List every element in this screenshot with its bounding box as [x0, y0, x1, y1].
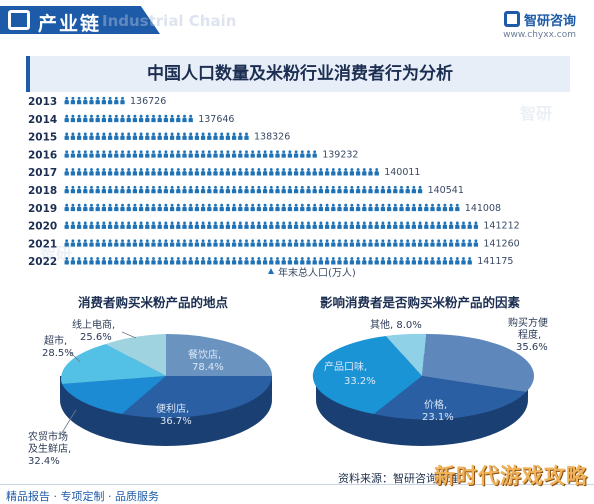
population-bar: [64, 203, 460, 212]
year-label: 2014: [28, 114, 57, 126]
year-label: 2015: [28, 132, 57, 144]
population-value: 136726: [130, 96, 166, 107]
watermark-text: 新时代游戏攻略: [434, 464, 588, 488]
pie1-value-chaoshi: 28.5%: [42, 348, 74, 359]
pie2-label-qita: 其他, 8.0%: [370, 318, 422, 331]
pie2-value-jiage: 23.1%: [422, 412, 454, 423]
pie2-value-goumai: 35.6%: [516, 342, 548, 353]
population-bar: [64, 239, 479, 247]
year-label: 2018: [28, 185, 57, 197]
brand-url: www.chyxx.com: [503, 30, 576, 40]
bg-watermark-icon: 智研: [520, 104, 553, 123]
pie2-slice-jiage: [374, 376, 526, 420]
pie2-title: 影响消费者是否购买米粉产品的因素: [320, 295, 521, 310]
title-bar: 中国人口数量及米粉行业消费者行为分析: [26, 56, 570, 92]
year-label: 2021: [28, 238, 57, 250]
year-label: 2013: [28, 96, 57, 108]
brand-logo-icon: [8, 10, 30, 30]
header: 产业链 Industrial Chain 智研咨询 www.chyxx.com: [0, 0, 594, 42]
year-label: 2020: [28, 221, 57, 233]
pie1-label-canyin: 餐饮店,: [188, 348, 221, 361]
population-value: 140541: [428, 185, 464, 196]
chart-legend: 年末总人口(万人): [268, 266, 356, 279]
legend-marker-icon: [268, 268, 274, 274]
pie2-chart: 产品口味, 33.2% 价格, 23.1% 其他, 8.0% 购买方便 程度, …: [312, 316, 548, 446]
population-value: 139232: [322, 149, 358, 160]
ghost-title: Industrial Chain: [102, 12, 237, 30]
population-value: 140011: [384, 167, 420, 178]
pie1-slice-canyin: [166, 334, 272, 376]
pie1-value-bianli: 36.7%: [160, 416, 192, 427]
pie2-label-kouwei: 产品口味,: [324, 360, 367, 373]
source-note: 资料来源：智研咨询整理: [338, 472, 459, 485]
page-title: 中国人口数量及米粉行业消费者行为分析: [147, 64, 453, 84]
pie1-chart: 餐饮店, 78.4% 便利店, 36.7% 线上电商, 25.6% 超市, 28…: [28, 318, 272, 467]
pie1-label-bianli: 便利店,: [156, 402, 189, 415]
pie1-title: 消费者购买米粉产品的地点: [78, 295, 229, 310]
pie2-value-kouwei: 33.2%: [344, 376, 376, 387]
pie2-label-goumai-2: 程度,: [518, 328, 541, 341]
population-value: 141008: [465, 203, 501, 214]
population-bar: [64, 185, 423, 194]
population-bar: [64, 257, 472, 265]
pie2-label-goumai-1: 购买方便: [508, 316, 548, 329]
legend-label: 年末总人口(万人): [278, 266, 356, 279]
year-label: 2019: [28, 203, 57, 215]
bg-watermark-icon: 智研: [40, 244, 73, 263]
population-value: 137646: [198, 114, 234, 125]
population-bar: [64, 96, 125, 105]
year-label: 2016: [28, 149, 57, 161]
pie1-label-nongmao-1: 农贸市场: [28, 430, 68, 443]
footer-divider: [0, 484, 594, 485]
footer-slogan: 精品报告 · 专项定制 · 品质服务: [6, 490, 159, 503]
pie2-slice-kouwei: [312, 336, 422, 414]
pie1-label-xianshang: 线上电商,: [72, 318, 115, 331]
pie1-value-canyin: 78.4%: [192, 362, 224, 373]
population-bar: [64, 168, 379, 176]
pie1-label-nongmao-2: 及生鲜店,: [28, 442, 71, 455]
pie1-slice-bianli: [122, 376, 272, 418]
population-value: 141260: [483, 238, 519, 249]
brand-name: 智研咨询: [523, 13, 576, 29]
pie1-value-xianshang: 25.6%: [80, 332, 112, 343]
pie1-label-chaoshi: 超市,: [44, 334, 67, 347]
pie1-slice-xianshang: [106, 334, 166, 376]
section-title: 产业链: [38, 13, 102, 35]
brand-mark-icon: [503, 11, 520, 27]
pie1-slice-nongmao: [62, 376, 166, 414]
population-value: 141212: [483, 221, 519, 232]
pie2-slice-qita: [386, 333, 426, 376]
year-label: 2017: [28, 167, 57, 179]
population-bar: [64, 132, 249, 140]
pie2-slice-goumai: [422, 333, 535, 392]
population-chart: 2013 136726 2014 137646 2015 138326 2016 139232…: [28, 96, 520, 279]
population-bar: [64, 150, 317, 158]
pie1-slice-chaoshi: [61, 344, 166, 384]
year-label: 2022: [28, 256, 57, 268]
brand: 智研咨询: [503, 8, 576, 30]
population-bar: [64, 114, 193, 123]
pie1-value-nongmao: 32.4%: [28, 456, 60, 467]
population-bar: [64, 221, 479, 229]
population-value: 141175: [477, 256, 513, 267]
population-value: 138326: [254, 132, 290, 143]
pie2-label-jiage: 价格,: [424, 398, 447, 411]
